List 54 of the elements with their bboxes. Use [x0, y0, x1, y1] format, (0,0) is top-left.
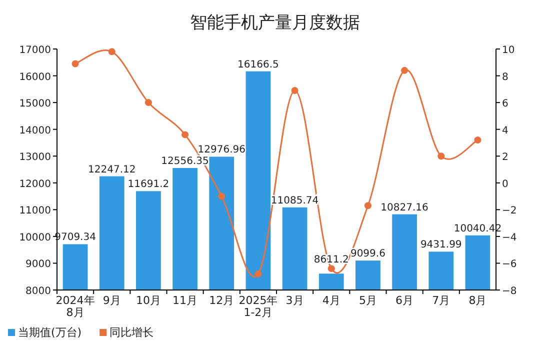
point [72, 60, 79, 68]
data-label: 10827.16 [380, 202, 428, 214]
point [438, 152, 445, 160]
x-tick-label: 7月 [432, 294, 450, 307]
x-tick-label: 8月 [468, 294, 487, 307]
chart-title: 智能手机产量月度数据 [190, 13, 360, 33]
point [328, 265, 335, 272]
x-tick-label: 11月 [172, 294, 198, 307]
y-tick-label: 15000 [19, 98, 51, 110]
point [218, 192, 226, 200]
y2-tick-label: 8 [502, 72, 508, 83]
x-tick-label: 12月 [209, 294, 234, 307]
point [144, 99, 152, 106]
point [474, 136, 482, 144]
data-label: 9099.6 [350, 248, 386, 260]
y2-tick-label: −8 [502, 286, 517, 297]
y2-tick-label: −4 [502, 232, 517, 244]
y-tick-label: 12000 [19, 178, 51, 190]
point [182, 131, 189, 138]
data-label: 9431.99 [420, 240, 462, 251]
y-tick-label: 10000 [19, 232, 51, 244]
data-label: 12247.12 [88, 164, 136, 176]
y2-tick-label: 2 [502, 152, 508, 164]
y2-tick-label: −6 [502, 259, 517, 270]
x-tick-label: 4月 [322, 294, 340, 307]
y2-tick-label: −2 [502, 206, 517, 217]
y2-tick-label: 4 [502, 125, 508, 136]
y-tick-label: 13000 [19, 152, 51, 164]
point [401, 66, 408, 74]
point [291, 87, 298, 94]
y-tick-label: 16000 [19, 72, 51, 83]
x-tick-label: 2025年 1-2月 [238, 294, 278, 319]
x-tick-label: 6月 [396, 294, 414, 307]
y-tick-label: 17000 [19, 45, 51, 56]
y-tick-label: 9000 [26, 259, 51, 270]
x-tick-label: 9月 [102, 294, 121, 307]
y-tick-label: 14000 [19, 125, 51, 136]
legend-label: 同比增长 [110, 326, 154, 339]
legend-label: 当期值(万台) [18, 326, 82, 339]
y2-tick-label: 6 [502, 98, 508, 110]
point [364, 202, 372, 210]
y-tick-label: 8000 [26, 286, 51, 297]
y-tick-label: 11000 [19, 206, 51, 217]
x-tick-label: 10月 [136, 294, 161, 307]
y2-tick-label: 10 [502, 45, 515, 56]
x-tick-label: 5月 [358, 294, 377, 307]
data-label: 12976.96 [198, 144, 246, 156]
y2-tick-label: 0 [502, 178, 508, 190]
data-label: 16166.5 [238, 59, 279, 70]
x-tick-label: 3月 [286, 294, 304, 307]
data-label: 11691.2 [128, 179, 170, 190]
point [108, 48, 116, 56]
x-tick-label: 2024年 8月 [56, 294, 95, 319]
point [254, 270, 262, 278]
